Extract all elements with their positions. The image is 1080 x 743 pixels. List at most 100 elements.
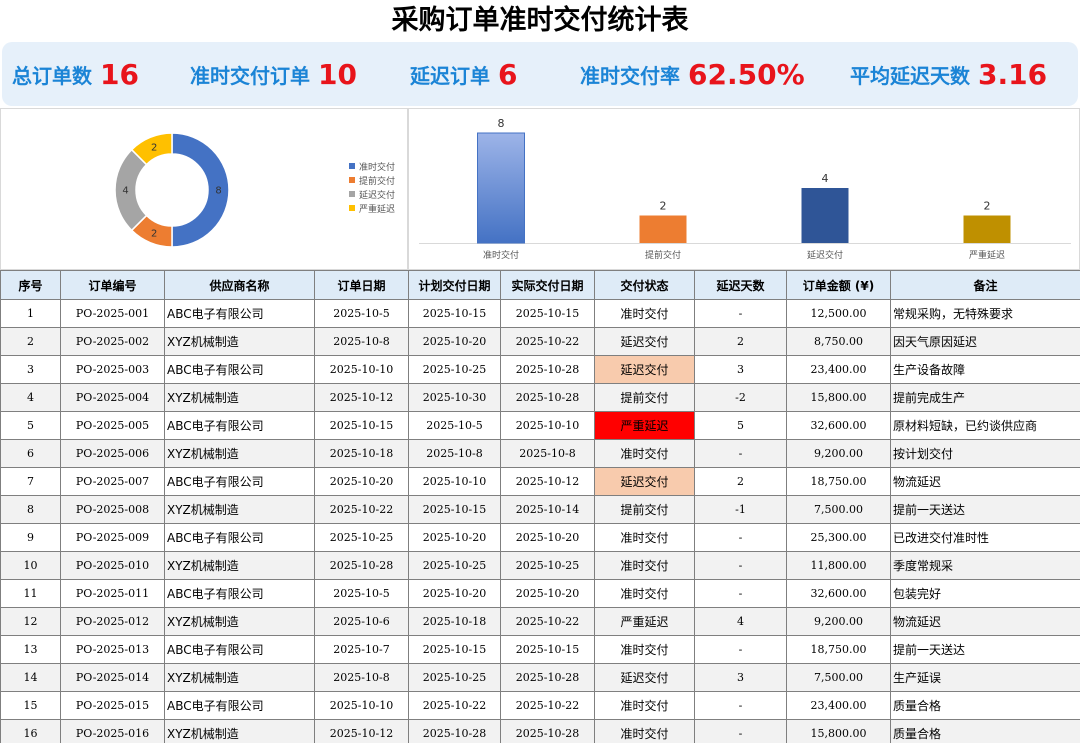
donut-data-label: 8 — [215, 186, 221, 197]
bar-chart-panel: 8 准时交付 2 提前交付 4 延迟交付 2 严重延迟 — [408, 108, 1080, 270]
cell-planned-date: 2025-10-20 — [408, 523, 501, 552]
legend-item: 延迟交付 — [349, 187, 395, 201]
cell-planned-date: 2025-10-8 — [408, 439, 501, 468]
cell-actual-date: 2025-10-15 — [500, 635, 595, 664]
cell-remarks: 原材料短缺，已约谈供应商 — [890, 411, 1080, 440]
cell-supplier: XYZ机械制造 — [164, 551, 315, 580]
cell-delay-days: - — [694, 719, 787, 743]
cell-supplier: ABC电子有限公司 — [164, 579, 315, 608]
cell-status: 延迟交付 — [594, 467, 695, 496]
table-row: 15 PO-2025-015 ABC电子有限公司 2025-10-10 2025-10-… — [0, 691, 1080, 720]
cell-actual-date: 2025-10-12 — [500, 467, 595, 496]
table-row: 3 PO-2025-003 ABC电子有限公司 2025-10-10 2025-10-2… — [0, 355, 1080, 384]
table-row: 13 PO-2025-013 ABC电子有限公司 2025-10-7 2025-10-1… — [0, 635, 1080, 664]
table-row: 8 PO-2025-008 XYZ机械制造 2025-10-22 2025-10-15 2… — [0, 495, 1080, 524]
column-header-index: 序号 — [0, 270, 61, 300]
bar-data-label: 2 — [660, 200, 667, 213]
cell-order-no: PO-2025-014 — [60, 663, 165, 692]
cell-delay-days: -2 — [694, 383, 787, 412]
legend-swatch — [349, 205, 355, 211]
table-row: 1 PO-2025-001 ABC电子有限公司 2025-10-5 2025-10-15… — [0, 299, 1080, 328]
cell-amount: 18,750.00 — [786, 635, 891, 664]
legend-swatch — [349, 163, 355, 169]
column-header-supplier: 供应商名称 — [164, 270, 315, 300]
cell-index: 13 — [0, 635, 61, 664]
cell-order-date: 2025-10-12 — [314, 383, 409, 412]
cell-status: 准时交付 — [594, 523, 695, 552]
table-row: 14 PO-2025-014 XYZ机械制造 2025-10-8 2025-10-25 2… — [0, 663, 1080, 692]
legend-item: 准时交付 — [349, 159, 395, 173]
page-title: 采购订单准时交付统计表 — [391, 5, 689, 36]
cell-order-no: PO-2025-004 — [60, 383, 165, 412]
cell-delay-days: -1 — [694, 495, 787, 524]
legend-label: 延迟交付 — [359, 190, 396, 201]
legend-label: 提前交付 — [359, 176, 396, 187]
cell-index: 2 — [0, 327, 61, 356]
cell-order-no: PO-2025-009 — [60, 523, 165, 552]
cell-delay-days: - — [694, 551, 787, 580]
table-row: 12 PO-2025-012 XYZ机械制造 2025-10-6 2025-10-18 2… — [0, 607, 1080, 636]
cell-order-no: PO-2025-012 — [60, 607, 165, 636]
cell-order-date: 2025-10-25 — [314, 523, 409, 552]
kpi-label: 延迟订单 — [410, 63, 490, 88]
column-header-amount: 订单金额 (¥) — [786, 270, 891, 300]
legend-item: 严重延迟 — [349, 201, 395, 215]
cell-remarks: 提前一天送达 — [890, 635, 1080, 664]
cell-remarks: 季度常规采 — [890, 551, 1080, 580]
cell-remarks: 物流延迟 — [890, 467, 1080, 496]
cell-order-no: PO-2025-007 — [60, 467, 165, 496]
legend-label: 准时交付 — [359, 162, 396, 173]
cell-delay-days: - — [694, 635, 787, 664]
cell-remarks: 物流延迟 — [890, 607, 1080, 636]
cell-planned-date: 2025-10-20 — [408, 579, 501, 608]
kpi-label: 准时交付订单 — [190, 63, 310, 88]
legend-swatch — [349, 177, 355, 183]
cell-remarks: 生产延误 — [890, 663, 1080, 692]
cell-amount: 9,200.00 — [786, 439, 891, 468]
cell-index: 5 — [0, 411, 61, 440]
cell-remarks: 按计划交付 — [890, 439, 1080, 468]
cell-order-no: PO-2025-001 — [60, 299, 165, 328]
donut-slice — [171, 132, 230, 248]
cell-order-date: 2025-10-18 — [314, 439, 409, 468]
cell-supplier: ABC电子有限公司 — [164, 635, 315, 664]
cell-amount: 23,400.00 — [786, 355, 891, 384]
bar — [477, 132, 525, 244]
cell-delay-days: - — [694, 691, 787, 720]
cell-supplier: ABC电子有限公司 — [164, 355, 315, 384]
cell-remarks: 质量合格 — [890, 719, 1080, 743]
cell-actual-date: 2025-10-28 — [500, 663, 595, 692]
donut-slice — [130, 132, 173, 166]
bar-category-label: 延迟交付 — [807, 249, 843, 261]
cell-index: 1 — [0, 299, 61, 328]
cell-status: 提前交付 — [594, 495, 695, 524]
cell-actual-date: 2025-10-28 — [500, 355, 595, 384]
legend-label: 严重延迟 — [359, 204, 396, 215]
cell-order-date: 2025-10-8 — [314, 327, 409, 356]
bar-category-label: 严重延迟 — [969, 249, 1005, 261]
cell-delay-days: 4 — [694, 607, 787, 636]
cell-index: 3 — [0, 355, 61, 384]
cell-actual-date: 2025-10-28 — [500, 719, 595, 743]
legend-swatch — [349, 191, 355, 197]
table-row: 11 PO-2025-011 ABC电子有限公司 2025-10-5 2025-10-2… — [0, 579, 1080, 608]
cell-actual-date: 2025-10-28 — [500, 383, 595, 412]
cell-status: 严重延迟 — [594, 607, 695, 636]
cell-supplier: ABC电子有限公司 — [164, 299, 315, 328]
bar — [801, 188, 849, 243]
cell-planned-date: 2025-10-22 — [408, 691, 501, 720]
cell-delay-days: - — [694, 523, 787, 552]
cell-index: 12 — [0, 607, 61, 636]
kpi-value: 6 — [498, 57, 518, 91]
cell-order-no: PO-2025-005 — [60, 411, 165, 440]
cell-delay-days: - — [694, 299, 787, 328]
cell-index: 10 — [0, 551, 61, 580]
cell-remarks: 质量合格 — [890, 691, 1080, 720]
table-row: 9 PO-2025-009 ABC电子有限公司 2025-10-25 2025-10-2… — [0, 523, 1080, 552]
table-row: 16 PO-2025-016 XYZ机械制造 2025-10-12 2025-10-28… — [0, 719, 1080, 743]
cell-index: 6 — [0, 439, 61, 468]
bar-data-label: 4 — [822, 172, 829, 185]
cell-amount: 7,500.00 — [786, 495, 891, 524]
cell-planned-date: 2025-10-25 — [408, 663, 501, 692]
cell-order-no: PO-2025-016 — [60, 719, 165, 743]
